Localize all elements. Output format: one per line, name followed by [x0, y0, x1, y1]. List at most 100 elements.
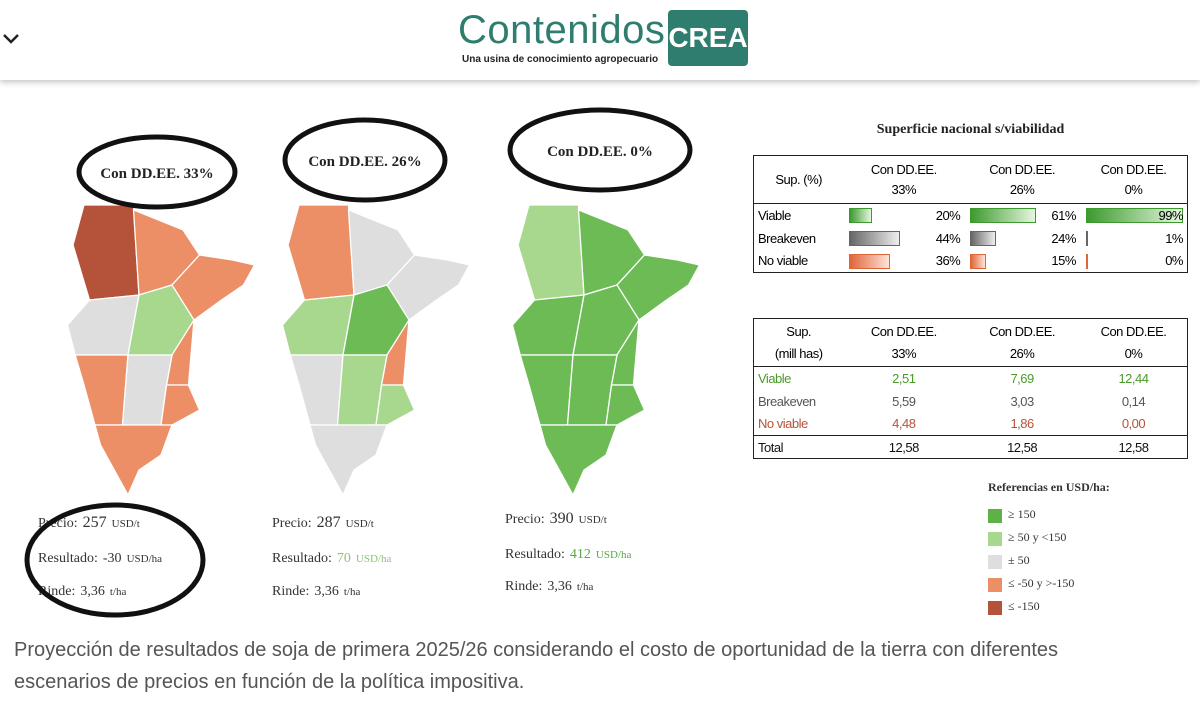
header-cell: Sup. (%)	[754, 156, 844, 204]
map	[511, 204, 701, 497]
row-label: Breakeven	[758, 393, 816, 409]
legend-swatch	[988, 601, 1002, 615]
row-label: Viable	[758, 370, 791, 386]
value-label: 20%	[935, 207, 961, 223]
value-cell: 2,51	[892, 370, 916, 386]
value-label: 99%	[1158, 207, 1183, 223]
row: Breakeven 5,59 3,03 0,14	[754, 390, 1188, 413]
value-label: 61%	[1051, 207, 1076, 223]
value-label: 36%	[935, 253, 961, 269]
header-cell: Sup. (mill has)	[754, 319, 844, 367]
bar	[849, 230, 900, 246]
stat-unit: t/ha	[344, 586, 361, 598]
legend-swatch	[988, 509, 1002, 523]
stat-value: 70	[337, 551, 351, 566]
value-cell: 1%	[1080, 227, 1188, 250]
map-stat: Precio: 287 USD/t	[272, 514, 374, 531]
value-label: 15%	[1051, 253, 1076, 269]
stat-label: Resultado:	[272, 551, 332, 566]
stat-unit: USD/ha	[127, 553, 163, 565]
stat-unit: USD/t	[112, 518, 140, 530]
stat-value: 3,36	[80, 584, 105, 599]
header-line: 33%	[891, 181, 917, 197]
row: Total 12,58 12,58 12,58	[753, 435, 1188, 459]
header-line: Con DD.EE.	[989, 323, 1055, 339]
stat-label: Precio:	[272, 516, 312, 531]
highlight-circle	[76, 134, 238, 210]
stat-unit: t/ha	[577, 581, 594, 593]
legend-label: ± 50	[1008, 553, 1030, 567]
header-line: 0%	[1124, 345, 1143, 361]
value-cell: 1,86	[1010, 416, 1034, 432]
value-label: 1%	[1165, 230, 1183, 246]
value-cell: 99%	[1080, 204, 1188, 227]
legend-label: ≤ -50 y >-150	[1008, 576, 1075, 590]
stat-value: 257	[83, 514, 107, 531]
value-label: 44%	[935, 230, 961, 246]
logo-tagline: Una usina de conocimiento agropecuario	[462, 54, 659, 65]
bar	[1085, 230, 1088, 246]
stat-label: Rinde:	[272, 584, 309, 599]
map-stat: Rinde: 3,36 t/ha	[505, 579, 593, 594]
map-region	[94, 424, 173, 497]
header-line: (mill has)	[774, 345, 823, 361]
bar	[970, 208, 1037, 223]
header-cell: Con DD.EE. 26%	[964, 156, 1080, 204]
row: Viable 2,51 7,69 12,44	[754, 367, 1188, 390]
stat-unit: USD/ha	[596, 549, 632, 561]
bar	[970, 230, 997, 246]
value-cell: 0,00	[1121, 416, 1146, 432]
map-label: Con DD.EE. 0%	[547, 144, 653, 160]
map-region	[605, 384, 646, 426]
bar	[849, 253, 891, 269]
value-cell: 12,44	[1118, 370, 1149, 386]
header-line: Con DD.EE.	[989, 161, 1055, 177]
map-stat: Resultado: 70 USD/ha	[272, 551, 391, 566]
row-label: Breakeven	[758, 230, 816, 246]
map-region	[160, 384, 201, 426]
header-line: Con DD.EE.	[1100, 323, 1167, 339]
map-stat: Rinde: 3,36 t/ha	[272, 584, 360, 599]
bar	[849, 208, 873, 223]
header: Contenidos Una usina de conocimiento agr…	[0, 0, 1200, 80]
header-cell: Con DD.EE. 33%	[843, 156, 964, 204]
legend-label: ≥ 50 y <150	[1008, 530, 1067, 544]
stat-label: Resultado:	[505, 547, 565, 562]
bar	[1085, 253, 1088, 269]
map-stat: Precio: 390 USD/t	[505, 510, 607, 527]
value-cell: 0,14	[1121, 393, 1146, 409]
header-cell: Con DD.EE. 26%	[964, 319, 1080, 367]
stat-value: 287	[317, 514, 341, 531]
value-cell: 4,48	[892, 416, 916, 432]
row-label: No viable	[758, 253, 808, 269]
value-cell: 12,58	[1007, 439, 1038, 455]
header-line: Sup.	[786, 323, 812, 339]
row: No viable 36% 15% 0%	[754, 250, 1188, 273]
value-cell: 12,58	[888, 439, 920, 455]
header-line: Con DD.EE.	[870, 323, 937, 339]
map-stat: Resultado: 412 USD/ha	[505, 547, 631, 562]
content: Superficie nacional s/viabilidad Sup. (%)…	[753, 122, 1188, 615]
map	[281, 204, 471, 497]
highlight-circle	[282, 117, 448, 203]
menu-chevron[interactable]	[0, 26, 24, 50]
bar	[1085, 208, 1183, 223]
legend-title: Referencias en USD/ha:	[988, 480, 1110, 494]
value-label: 24%	[1051, 230, 1076, 246]
legend-label: ≤ -150	[1008, 599, 1040, 613]
value-cell: 12,58	[1118, 439, 1149, 455]
value-cell: 36%	[843, 250, 964, 273]
header-line: 33%	[891, 345, 917, 361]
header-line: Sup. (%)	[775, 171, 822, 187]
stat-unit: USD/ha	[356, 553, 392, 565]
value-cell: 24%	[964, 227, 1080, 250]
stat-unit: t/ha	[110, 586, 127, 598]
logo-title[interactable]: Contenidos	[458, 8, 666, 52]
highlight-circle	[507, 107, 693, 193]
stat-value: 412	[570, 547, 591, 562]
header-row: Sup. (mill has) Con DD.EE. 33% Con DD.EE. 26%…	[753, 319, 1188, 367]
logo-badge[interactable]: CREA	[668, 10, 748, 66]
table-title: Superficie nacional s/viabilidad	[876, 122, 1065, 137]
legend-swatch	[988, 578, 1002, 592]
